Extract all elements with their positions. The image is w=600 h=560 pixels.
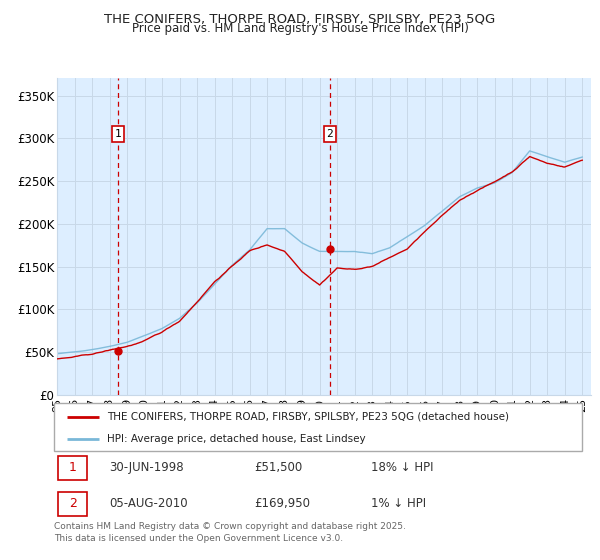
Bar [112, 127, 124, 142]
FancyBboxPatch shape [54, 403, 582, 451]
Bar [323, 127, 336, 142]
Text: Contains HM Land Registry data © Crown copyright and database right 2025.
This d: Contains HM Land Registry data © Crown c… [54, 522, 406, 543]
Text: 18% ↓ HPI: 18% ↓ HPI [371, 461, 433, 474]
Text: 05-AUG-2010: 05-AUG-2010 [109, 497, 188, 510]
Text: £51,500: £51,500 [254, 461, 303, 474]
Bar [58, 492, 87, 516]
Text: THE CONIFERS, THORPE ROAD, FIRSBY, SPILSBY, PE23 5QG: THE CONIFERS, THORPE ROAD, FIRSBY, SPILS… [104, 12, 496, 25]
Bar [58, 455, 87, 480]
Text: 2: 2 [69, 497, 77, 510]
Text: 1% ↓ HPI: 1% ↓ HPI [371, 497, 426, 510]
Text: 1: 1 [115, 129, 122, 139]
Text: 1: 1 [69, 461, 77, 474]
Text: Price paid vs. HM Land Registry's House Price Index (HPI): Price paid vs. HM Land Registry's House … [131, 22, 469, 35]
Text: 30-JUN-1998: 30-JUN-1998 [109, 461, 184, 474]
Text: 2: 2 [326, 129, 333, 139]
Text: £169,950: £169,950 [254, 497, 311, 510]
Text: THE CONIFERS, THORPE ROAD, FIRSBY, SPILSBY, PE23 5QG (detached house): THE CONIFERS, THORPE ROAD, FIRSBY, SPILS… [107, 412, 509, 422]
Text: HPI: Average price, detached house, East Lindsey: HPI: Average price, detached house, East… [107, 434, 365, 444]
